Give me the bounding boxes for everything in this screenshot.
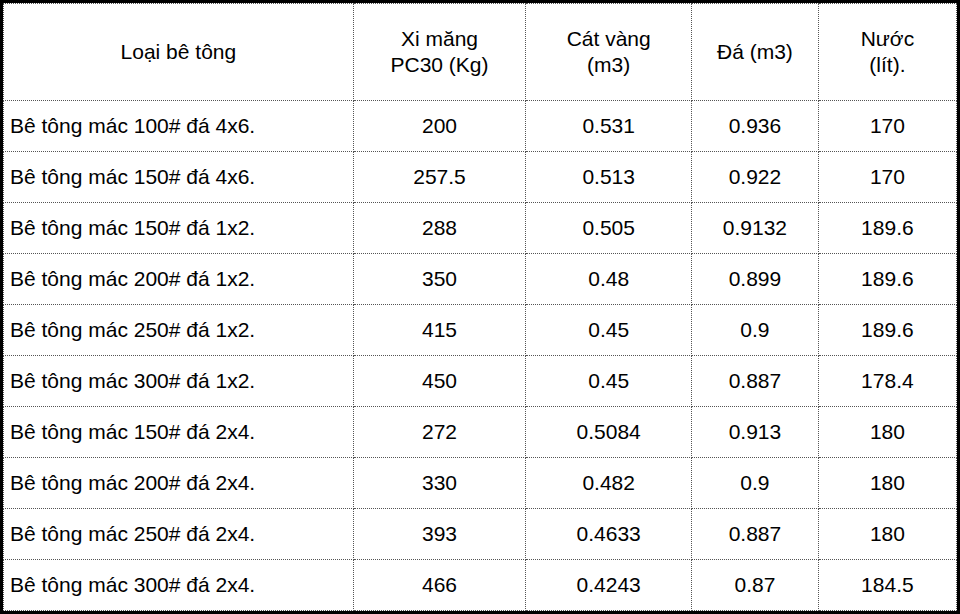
cell-sand: 0.4633 (526, 509, 692, 560)
cell-concrete-type: Bê tông mác 300# đá 2x4. (4, 560, 354, 611)
cell-stone: 0.922 (692, 152, 819, 203)
cell-concrete-type: Bê tông mác 150# đá 1x2. (4, 203, 354, 254)
cell-water: 180 (818, 458, 956, 509)
cell-water: 178.4 (818, 356, 956, 407)
table-row: Bê tông mác 200# đá 1x2.3500.480.899189.… (4, 254, 957, 305)
cell-stone: 0.9 (692, 458, 819, 509)
table-row: Bê tông mác 300# đá 1x2.4500.450.887178.… (4, 356, 957, 407)
cell-cement: 257.5 (353, 152, 525, 203)
cell-cement: 450 (353, 356, 525, 407)
cell-stone: 0.887 (692, 356, 819, 407)
cell-stone: 0.87 (692, 560, 819, 611)
cell-concrete-type: Bê tông mác 150# đá 4x6. (4, 152, 354, 203)
cell-concrete-type: Bê tông mác 250# đá 1x2. (4, 305, 354, 356)
cell-sand: 0.513 (526, 152, 692, 203)
col-header-sand: Cát vàng (m3) (526, 4, 692, 101)
table-row: Bê tông mác 150# đá 2x4.2720.50840.91318… (4, 407, 957, 458)
table-body: Bê tông mác 100# đá 4x6.2000.5310.936170… (4, 101, 957, 611)
cell-sand: 0.505 (526, 203, 692, 254)
cell-stone: 0.913 (692, 407, 819, 458)
table-row: Bê tông mác 200# đá 2x4.3300.4820.9180 (4, 458, 957, 509)
cell-stone: 0.9 (692, 305, 819, 356)
cell-sand: 0.531 (526, 101, 692, 152)
table-row: Bê tông mác 250# đá 1x2.4150.450.9189.6 (4, 305, 957, 356)
cell-water: 170 (818, 152, 956, 203)
cell-sand: 0.45 (526, 356, 692, 407)
col-header-stone: Đá (m3) (692, 4, 819, 101)
cell-stone: 0.887 (692, 509, 819, 560)
cell-water: 189.6 (818, 305, 956, 356)
cell-cement: 288 (353, 203, 525, 254)
cell-cement: 415 (353, 305, 525, 356)
cell-sand: 0.5084 (526, 407, 692, 458)
cell-water: 180 (818, 407, 956, 458)
concrete-mix-document: Loại bê tông Xi măng PC30 (Kg) Cát vàng … (0, 0, 960, 614)
col-header-concrete-type: Loại bê tông (4, 4, 354, 101)
cell-cement: 350 (353, 254, 525, 305)
cell-concrete-type: Bê tông mác 250# đá 2x4. (4, 509, 354, 560)
col-header-cement: Xi măng PC30 (Kg) (353, 4, 525, 101)
cell-sand: 0.482 (526, 458, 692, 509)
cell-cement: 466 (353, 560, 525, 611)
cell-sand: 0.4243 (526, 560, 692, 611)
cell-cement: 200 (353, 101, 525, 152)
cell-sand: 0.48 (526, 254, 692, 305)
table-row: Bê tông mác 150# đá 1x2.2880.5050.913218… (4, 203, 957, 254)
cell-water: 184.5 (818, 560, 956, 611)
cell-cement: 393 (353, 509, 525, 560)
cell-stone: 0.936 (692, 101, 819, 152)
table-row: Bê tông mác 100# đá 4x6.2000.5310.936170 (4, 101, 957, 152)
cell-concrete-type: Bê tông mác 200# đá 2x4. (4, 458, 354, 509)
header-row: Loại bê tông Xi măng PC30 (Kg) Cát vàng … (4, 4, 957, 101)
cell-cement: 272 (353, 407, 525, 458)
cell-cement: 330 (353, 458, 525, 509)
cell-concrete-type: Bê tông mác 150# đá 2x4. (4, 407, 354, 458)
cell-stone: 0.9132 (692, 203, 819, 254)
cell-water: 189.6 (818, 203, 956, 254)
cell-concrete-type: Bê tông mác 300# đá 1x2. (4, 356, 354, 407)
cell-water: 180 (818, 509, 956, 560)
cell-stone: 0.899 (692, 254, 819, 305)
cell-water: 170 (818, 101, 956, 152)
cell-water: 189.6 (818, 254, 956, 305)
cell-concrete-type: Bê tông mác 100# đá 4x6. (4, 101, 354, 152)
table-row: Bê tông mác 150# đá 4x6.257.50.5130.9221… (4, 152, 957, 203)
table-row: Bê tông mác 300# đá 2x4.4660.42430.87184… (4, 560, 957, 611)
table-row: Bê tông mác 250# đá 2x4.3930.46330.88718… (4, 509, 957, 560)
cell-concrete-type: Bê tông mác 200# đá 1x2. (4, 254, 354, 305)
table-frame: Loại bê tông Xi măng PC30 (Kg) Cát vàng … (0, 0, 960, 614)
cell-sand: 0.45 (526, 305, 692, 356)
concrete-mix-table: Loại bê tông Xi măng PC30 (Kg) Cát vàng … (3, 3, 957, 611)
col-header-water: Nước (lít). (818, 4, 956, 101)
